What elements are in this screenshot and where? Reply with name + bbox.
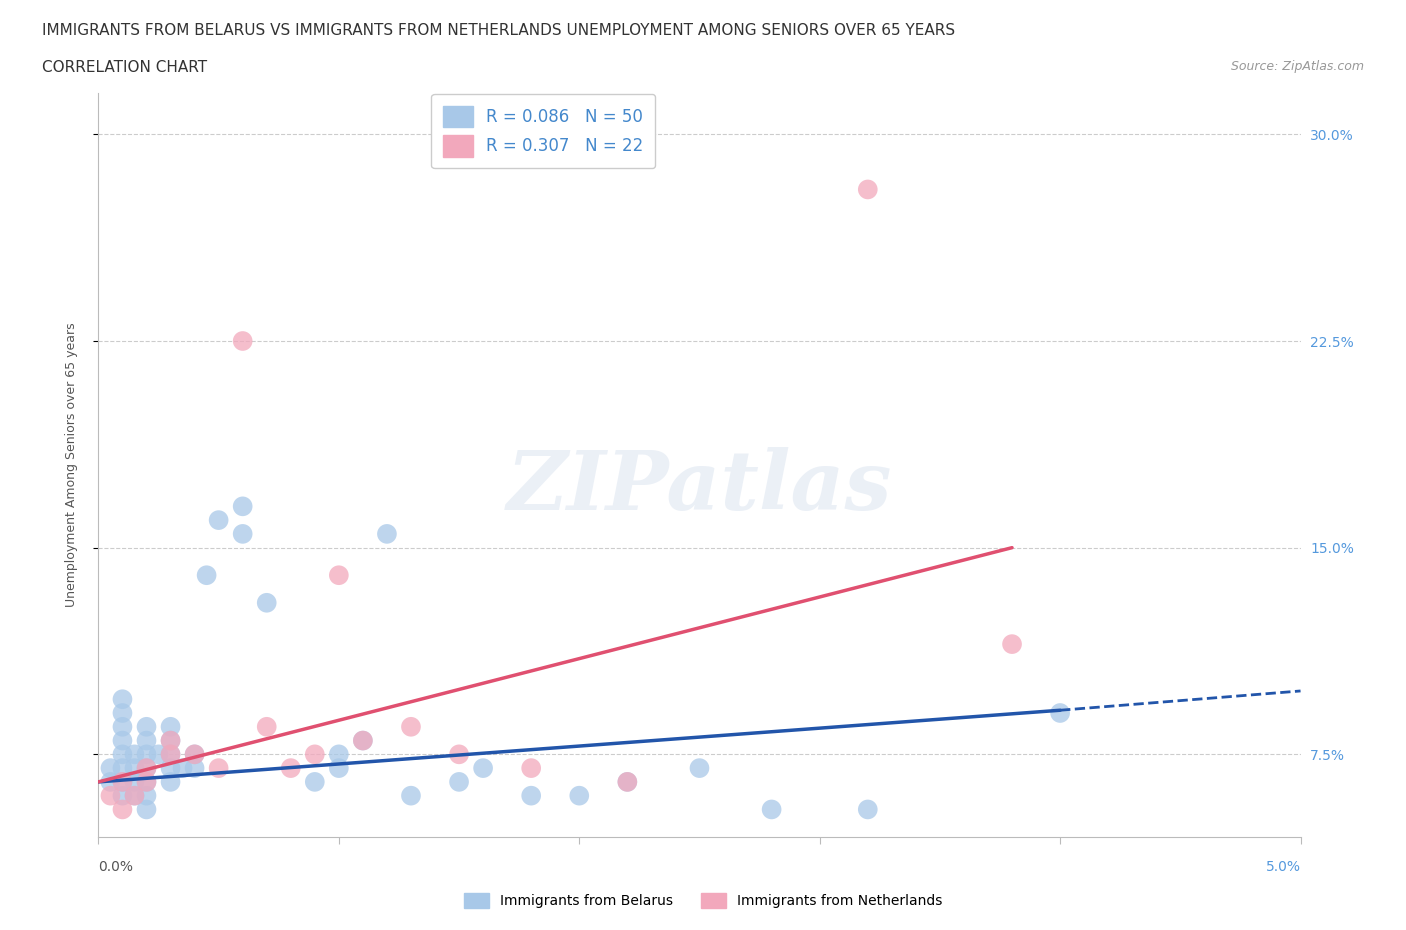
Point (520, 761, 543, 776)
Point (135, 733, 157, 748)
Point (375, 526, 398, 541)
Point (111, 761, 134, 776)
Point (183, 747, 205, 762)
Point (135, 789, 157, 804)
Y-axis label: Unemployment Among Seniors over 65 years: Unemployment Among Seniors over 65 years (65, 323, 77, 607)
Text: Source: ZipAtlas.com: Source: ZipAtlas.com (1230, 60, 1364, 73)
Point (689, 761, 711, 776)
Point (135, 775, 157, 790)
Text: IMMIGRANTS FROM BELARUS VS IMMIGRANTS FROM NETHERLANDS UNEMPLOYMENT AMONG SENIOR: IMMIGRANTS FROM BELARUS VS IMMIGRANTS FR… (42, 23, 955, 38)
Text: CORRELATION CHART: CORRELATION CHART (42, 60, 207, 75)
Point (124, 789, 146, 804)
Point (100, 789, 122, 804)
Point (447, 747, 470, 762)
Point (124, 761, 146, 776)
Point (856, 802, 879, 817)
Point (159, 719, 181, 734)
Point (135, 747, 157, 762)
Point (100, 761, 122, 776)
Point (135, 761, 157, 776)
Point (148, 747, 170, 762)
Text: 0.0%: 0.0% (98, 860, 134, 874)
Point (352, 733, 374, 748)
Point (111, 789, 134, 804)
Legend: Immigrants from Belarus, Immigrants from Netherlands: Immigrants from Belarus, Immigrants from… (458, 887, 948, 914)
Point (447, 775, 470, 790)
Point (111, 733, 134, 748)
Point (135, 802, 157, 817)
Point (183, 761, 205, 776)
Point (159, 747, 181, 762)
Point (256, 719, 278, 734)
Point (328, 761, 350, 776)
Point (159, 775, 181, 790)
Point (124, 789, 146, 804)
Point (616, 775, 638, 790)
Point (304, 747, 326, 762)
Point (304, 775, 326, 790)
Point (100, 775, 122, 790)
Point (111, 706, 134, 721)
Text: ZIPatlas: ZIPatlas (506, 447, 893, 527)
Point (111, 692, 134, 707)
Point (124, 747, 146, 762)
Point (159, 733, 181, 748)
Point (568, 789, 591, 804)
Point (232, 526, 254, 541)
Point (135, 775, 157, 790)
Point (352, 733, 374, 748)
Text: 5.0%: 5.0% (1265, 860, 1301, 874)
Point (399, 719, 422, 734)
Point (111, 747, 134, 762)
Point (520, 789, 543, 804)
Point (208, 512, 231, 527)
Point (472, 761, 495, 776)
Point (761, 802, 783, 817)
Point (1049, 706, 1071, 721)
Point (183, 747, 205, 762)
Point (208, 761, 231, 776)
Point (124, 775, 146, 790)
Point (328, 747, 350, 762)
Point (1001, 637, 1024, 652)
Point (172, 761, 194, 776)
Point (135, 719, 157, 734)
Point (111, 802, 134, 817)
Legend: R = 0.086   N = 50, R = 0.307   N = 22: R = 0.086 N = 50, R = 0.307 N = 22 (432, 94, 655, 168)
Point (135, 761, 157, 776)
Point (232, 498, 254, 513)
Point (111, 775, 134, 790)
Point (856, 182, 879, 197)
Point (232, 334, 254, 349)
Point (159, 761, 181, 776)
Point (399, 789, 422, 804)
Point (159, 747, 181, 762)
Point (159, 733, 181, 748)
Point (328, 568, 350, 583)
Point (616, 775, 638, 790)
Point (111, 719, 134, 734)
Point (280, 761, 302, 776)
Point (195, 568, 218, 583)
Point (111, 775, 134, 790)
Point (256, 595, 278, 610)
